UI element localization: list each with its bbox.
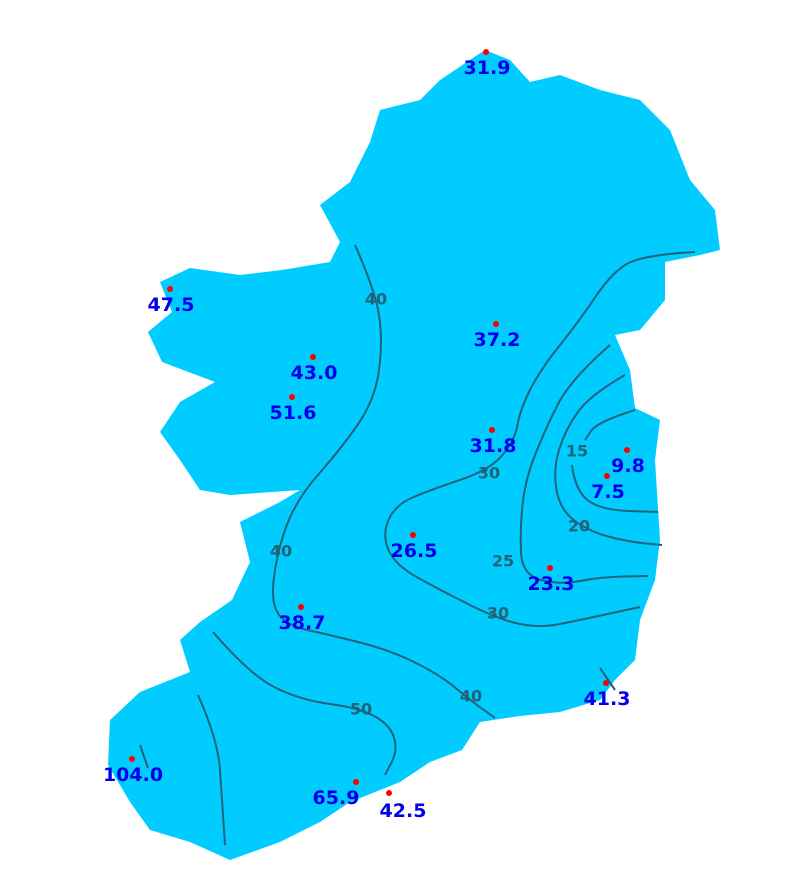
contour-line (197, 694, 226, 846)
station-dot (410, 532, 416, 538)
contour-line (139, 744, 149, 769)
station-dot (493, 321, 499, 327)
station-value: 47.5 (148, 294, 195, 316)
station-value: 51.6 (270, 402, 317, 424)
station-value: 23.3 (528, 573, 575, 595)
contour-line (519, 344, 649, 584)
contour-line (571, 464, 659, 513)
station-value: 38.7 (279, 612, 326, 634)
contour-line (212, 631, 397, 776)
contour-labels: 40 30 15 20 40 25 30 40 50 (270, 290, 590, 719)
contour-label: 30 (478, 464, 500, 483)
contour-line (584, 409, 636, 441)
station-dot (167, 286, 173, 292)
contour-line (384, 251, 696, 627)
station-dot (386, 790, 392, 796)
contour-line (272, 244, 496, 719)
station-value: 9.8 (611, 455, 645, 477)
station-dot (547, 565, 553, 571)
contour-label: 40 (365, 290, 387, 309)
station-dot (289, 394, 295, 400)
station-value: 31.9 (464, 57, 511, 79)
station-value: 26.5 (391, 540, 438, 562)
contour-lines (139, 244, 696, 846)
station-value: 7.5 (591, 481, 625, 503)
station-dot (624, 447, 630, 453)
stations: 31.9 47.5 43.0 51.6 37.2 31.8 9.8 7.5 26.5 23.3 38… (103, 49, 645, 822)
station-dot (310, 354, 316, 360)
ireland-landmass (108, 50, 720, 860)
contour-label: 40 (460, 687, 482, 706)
contour-line (599, 667, 616, 691)
station-value: 31.8 (470, 435, 517, 457)
contour-line (554, 374, 663, 546)
station-value: 65.9 (313, 787, 360, 809)
station-dot (483, 49, 489, 55)
station-dot (353, 779, 359, 785)
station-value: 104.0 (103, 764, 163, 786)
station-dot (298, 604, 304, 610)
station-dot (129, 756, 135, 762)
station-dot (489, 427, 495, 433)
contour-label: 15 (566, 442, 588, 461)
station-value: 37.2 (474, 329, 521, 351)
contour-label: 20 (568, 517, 590, 536)
contour-label: 40 (270, 542, 292, 561)
station-dot (603, 680, 609, 686)
contour-label: 30 (487, 604, 509, 623)
contour-label: 25 (492, 552, 514, 571)
station-dot (604, 473, 610, 479)
station-value: 41.3 (584, 688, 631, 710)
station-value: 42.5 (380, 800, 427, 822)
contour-label: 50 (350, 700, 372, 719)
station-value: 43.0 (291, 362, 338, 384)
